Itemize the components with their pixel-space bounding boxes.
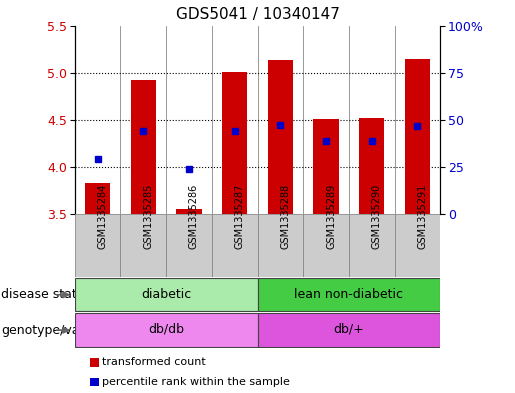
- Text: db/+: db/+: [334, 323, 364, 336]
- Bar: [121, 214, 166, 277]
- Text: db/db: db/db: [148, 323, 184, 336]
- Text: GSM1335288: GSM1335288: [280, 184, 290, 249]
- Bar: [75, 214, 121, 277]
- Text: GSM1335290: GSM1335290: [372, 184, 382, 249]
- Text: lean non-diabetic: lean non-diabetic: [295, 288, 403, 301]
- Bar: [75, 314, 258, 347]
- Text: GSM1335287: GSM1335287: [235, 184, 245, 249]
- Bar: [303, 214, 349, 277]
- Bar: [268, 59, 293, 214]
- Title: GDS5041 / 10340147: GDS5041 / 10340147: [176, 7, 339, 22]
- Text: GSM1335291: GSM1335291: [418, 184, 427, 249]
- Text: disease state: disease state: [2, 288, 85, 301]
- Text: diabetic: diabetic: [141, 288, 191, 301]
- Bar: [394, 214, 440, 277]
- Bar: [258, 214, 303, 277]
- Bar: [222, 72, 247, 214]
- Bar: [85, 183, 110, 214]
- Bar: [405, 59, 430, 214]
- Bar: [166, 214, 212, 277]
- Bar: [349, 214, 394, 277]
- Text: transformed count: transformed count: [102, 357, 206, 367]
- Text: GSM1335285: GSM1335285: [143, 184, 153, 249]
- Bar: [75, 278, 258, 311]
- Bar: [176, 209, 201, 214]
- Bar: [131, 80, 156, 214]
- Text: GSM1335289: GSM1335289: [326, 184, 336, 249]
- Bar: [258, 314, 440, 347]
- Text: genotype/variation: genotype/variation: [2, 323, 120, 337]
- Bar: [212, 214, 258, 277]
- Bar: [258, 278, 440, 311]
- Text: GSM1335286: GSM1335286: [189, 184, 199, 249]
- Text: GSM1335284: GSM1335284: [97, 184, 108, 249]
- Text: percentile rank within the sample: percentile rank within the sample: [102, 377, 290, 387]
- Bar: [314, 119, 339, 214]
- Bar: [359, 118, 384, 214]
